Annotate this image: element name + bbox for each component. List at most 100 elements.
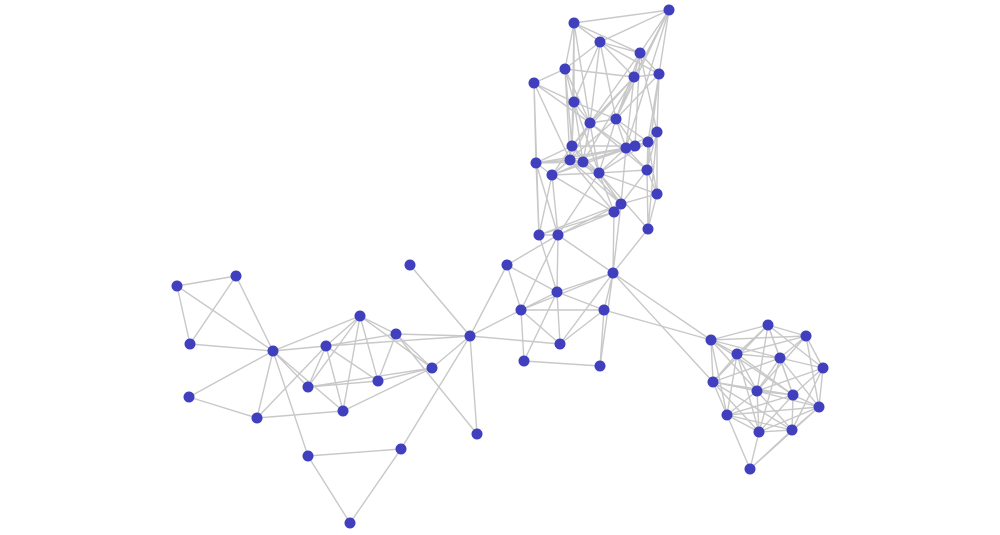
graph-edge <box>256 350 274 419</box>
graph-edge <box>598 147 627 174</box>
graph-edge <box>805 335 824 369</box>
graph-edge <box>564 41 601 70</box>
graph-edge <box>469 335 561 345</box>
graph-edge <box>599 41 660 75</box>
graph-node <box>651 126 663 138</box>
graph-edge <box>556 291 561 345</box>
graph-edge <box>756 390 760 433</box>
graph-edge <box>736 353 758 392</box>
graph-edge <box>620 169 648 205</box>
graph-edge <box>599 41 641 54</box>
graph-node <box>320 340 332 352</box>
graph-edge <box>710 324 769 341</box>
graph-edge <box>779 357 794 396</box>
graph-node <box>762 319 774 331</box>
graph-node <box>594 360 606 372</box>
graph-node <box>628 71 640 83</box>
graph-node <box>344 517 356 529</box>
graph-edge <box>756 367 824 392</box>
graph-edge <box>188 396 258 419</box>
graph-edge <box>639 9 670 54</box>
graph-edge <box>612 203 622 274</box>
graph-node <box>267 345 279 357</box>
graph-node <box>251 412 263 424</box>
graph-edge <box>533 82 575 103</box>
graph-node <box>372 375 384 387</box>
graph-node <box>721 409 733 421</box>
graph-edge <box>342 367 433 412</box>
graph-edge <box>589 122 600 174</box>
graph-node <box>813 401 825 413</box>
graph-edge <box>176 285 274 352</box>
graph-edge <box>582 161 622 205</box>
graph-edge <box>359 315 433 369</box>
graph-node <box>753 426 765 438</box>
graph-node <box>594 36 606 48</box>
graph-node <box>598 304 610 316</box>
graph-edge <box>325 315 361 347</box>
graph-node <box>404 259 416 271</box>
graph-edge <box>535 162 540 236</box>
graph-node <box>302 450 314 462</box>
graph-edge <box>557 211 615 236</box>
graph-edge <box>349 448 402 524</box>
graph-edge <box>564 68 591 124</box>
graph-edge <box>409 264 471 337</box>
graph-edge <box>599 272 614 367</box>
graph-edge <box>469 335 478 435</box>
graph-edge <box>571 76 635 147</box>
graph-node <box>554 338 566 350</box>
graph-edge <box>818 367 824 408</box>
graph-node <box>354 310 366 322</box>
graph-edge <box>779 335 807 359</box>
graph-edge <box>599 9 670 43</box>
graph-edge <box>523 360 601 367</box>
graph-edge <box>557 172 600 236</box>
graph-node <box>707 376 719 388</box>
graph-node <box>183 391 195 403</box>
graph-edge <box>615 76 635 120</box>
graph-edge <box>615 118 649 143</box>
graph-edge <box>634 52 641 147</box>
graph-edge <box>272 350 344 412</box>
graph-edge <box>758 357 781 433</box>
graph-edge <box>726 414 760 433</box>
graph-node <box>751 385 763 397</box>
graph-edge <box>176 275 237 287</box>
graph-edge <box>377 367 433 382</box>
graph-edge <box>272 345 327 352</box>
graph-edge <box>307 448 402 457</box>
graph-node <box>426 362 438 374</box>
graph-edge <box>756 357 781 392</box>
graph-edge <box>573 9 670 24</box>
graph-edge <box>612 211 615 274</box>
graph-edge <box>557 234 614 274</box>
edges-layer <box>176 9 824 524</box>
graph-node <box>171 280 183 292</box>
graph-edge <box>325 333 397 347</box>
graph-node <box>731 348 743 360</box>
graph-edge <box>647 131 658 230</box>
graph-node <box>641 164 653 176</box>
graph-edge <box>325 345 379 382</box>
graph-edge <box>736 353 781 359</box>
graph-edge <box>756 390 820 408</box>
graph-node <box>551 286 563 298</box>
graph-node <box>800 330 812 342</box>
graph-edge <box>726 394 794 416</box>
graph-edge <box>615 118 636 147</box>
graph-node <box>528 77 540 89</box>
graph-edge <box>538 174 553 236</box>
graph-edge <box>307 367 433 388</box>
graph-edge <box>710 339 714 383</box>
graph-edge <box>564 68 635 78</box>
graph-edge <box>710 339 728 416</box>
graph-node <box>620 142 632 154</box>
graph-edge <box>625 9 670 149</box>
graph-node <box>559 63 571 75</box>
graph-edge <box>359 315 379 382</box>
graph-edge <box>612 228 649 274</box>
graph-node <box>530 157 542 169</box>
graph-node <box>786 424 798 436</box>
graph-edge <box>582 147 627 163</box>
